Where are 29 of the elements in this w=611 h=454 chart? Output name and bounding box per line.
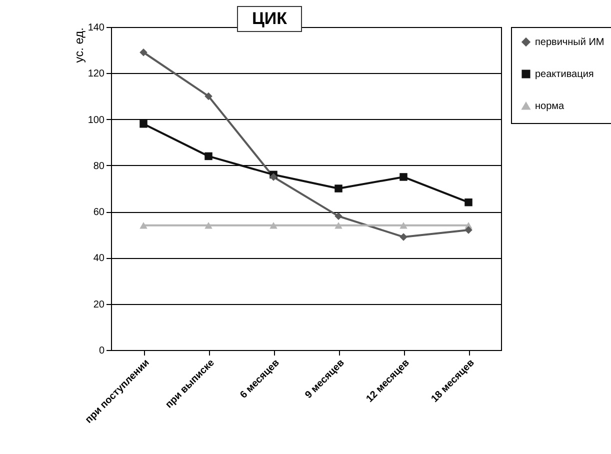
point bbox=[400, 233, 408, 241]
y-tick-label: 20 bbox=[93, 299, 105, 310]
point bbox=[334, 212, 342, 220]
point bbox=[334, 184, 342, 192]
legend-label: норма bbox=[535, 101, 565, 112]
y-tick-label: 40 bbox=[93, 253, 105, 264]
point bbox=[204, 92, 212, 100]
legend-label: реактивация bbox=[535, 69, 594, 80]
point bbox=[400, 173, 408, 181]
y-tick-label: 80 bbox=[93, 160, 105, 172]
y-tick-label: 60 bbox=[93, 207, 105, 218]
y-tick-label: 120 bbox=[88, 68, 105, 80]
point bbox=[140, 120, 148, 128]
point bbox=[464, 198, 472, 206]
legend-label: первичный ИМ bbox=[535, 37, 604, 48]
y-tick-label: 100 bbox=[88, 114, 105, 126]
point bbox=[270, 173, 278, 181]
point bbox=[140, 222, 148, 229]
point bbox=[140, 48, 148, 56]
point bbox=[204, 152, 212, 160]
chart-title: ЦИК bbox=[237, 6, 302, 32]
y-tick-label: 140 bbox=[88, 22, 105, 34]
point bbox=[400, 222, 408, 229]
point bbox=[334, 222, 342, 229]
point bbox=[270, 222, 278, 229]
point bbox=[464, 226, 472, 234]
point bbox=[204, 222, 212, 229]
y-tick-label: 0 bbox=[98, 346, 105, 356]
y-axis-title: ус. ед. bbox=[72, 28, 86, 63]
